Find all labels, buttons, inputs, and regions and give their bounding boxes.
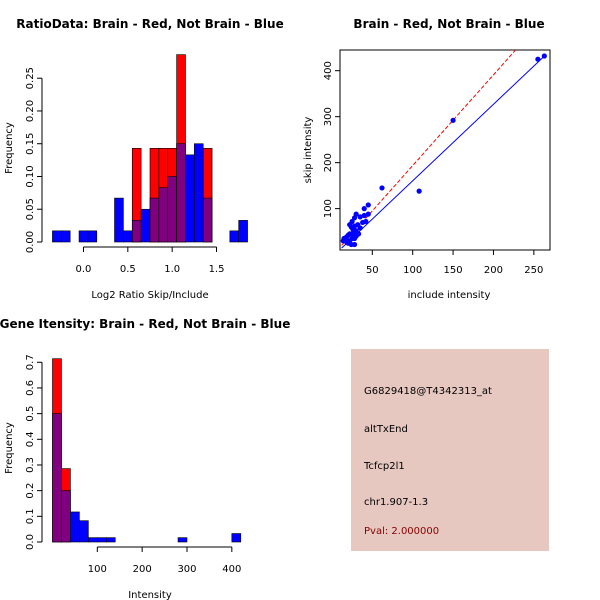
- scatter-point-8: [361, 212, 367, 219]
- scatter-xlabel: include intensity: [408, 290, 491, 301]
- scatter-ylabel: skip intensity: [303, 117, 314, 184]
- ratio-x-tick-label: 0.5: [120, 264, 136, 275]
- ratio-histogram: RatioData: Brain - Red, Not Brain - Blue…: [4, 17, 284, 301]
- scatter-point-32: [351, 241, 358, 248]
- scatter-x-tick-label: 250: [524, 265, 543, 276]
- intensity-y-tick-label: 0.3: [25, 457, 36, 473]
- ratio-bar-notbrain-1: [61, 230, 71, 243]
- ratio-y-tick-label: 0.15: [25, 133, 36, 155]
- scatter-point-3: [416, 188, 422, 194]
- intensity-bar-notbrain-3: [79, 520, 89, 543]
- ratio-x-tick-label: 0.0: [76, 264, 92, 275]
- ratio-bar-overlap-17: [202, 197, 213, 243]
- scatter-y-tick-label: 400: [323, 61, 334, 80]
- scatter-fit-line-red: [341, 50, 517, 246]
- scatter-fit-lines: [341, 50, 544, 249]
- event-type-text: altTxEnd: [364, 424, 408, 435]
- gene-name-text: Tcfcp2l1: [364, 461, 405, 472]
- ratio-title: RatioData: Brain - Red, Not Brain - Blue: [16, 17, 283, 31]
- scatter-x-tick-label: 50: [366, 265, 379, 276]
- scatter-point-35: [340, 238, 346, 244]
- intensity-y-tick-label: 0.1: [25, 508, 36, 524]
- intensity-bar-notbrain-20: [231, 533, 242, 543]
- scatter-point-1: [541, 53, 547, 59]
- scatter-fit-line-blue: [341, 56, 544, 249]
- scatter-point-12: [351, 215, 358, 221]
- ratio-bar-notbrain-21: [238, 220, 248, 243]
- ratio-bar-overlap-13: [167, 176, 177, 243]
- scatter-title: Brain - Red, Not Brain - Blue: [353, 17, 544, 31]
- scatter-point-38: [360, 219, 366, 226]
- location-text: chr1.907-1.3: [364, 497, 429, 508]
- scatter-point-17: [357, 225, 363, 231]
- ratio-x-tick-label: 1.5: [209, 264, 225, 275]
- ratio-x-tick-label: 1.0: [164, 264, 180, 275]
- scatter-x-tick-label: 100: [403, 265, 422, 276]
- ratio-bar-overlap-12: [158, 187, 169, 243]
- ratio-bar-notbrain-10: [140, 208, 151, 243]
- intensity-bar-overlap-0: [52, 413, 62, 543]
- scatter-point-39: [355, 231, 362, 237]
- probe-info-panel: G6829418@T4342313_at altTxEnd Tcfcp2l1 c…: [351, 349, 549, 551]
- ratio-ylabel: Frequency: [4, 122, 15, 174]
- ratio-bar-notbrain-15: [185, 154, 195, 243]
- intensity-xlabel: Intensity: [128, 590, 172, 600]
- ratio-bar-notbrain-4: [87, 230, 98, 243]
- ratio-bar-notbrain-16: [194, 143, 204, 243]
- ratio-y-tick-label: 0.05: [25, 198, 36, 220]
- scatter-point-0: [535, 56, 541, 62]
- intensity-x-tick-label: 300: [177, 564, 196, 575]
- scatter-point-4: [379, 185, 385, 191]
- intensity-x-tick-label: 100: [88, 564, 107, 575]
- ratio-y-tick-label: 0.10: [25, 165, 36, 187]
- scatter-point-5: [365, 202, 371, 208]
- intensity-bar-notbrain-4: [88, 537, 98, 543]
- ratio-y-tick-label: 0.25: [25, 67, 36, 89]
- ratio-bar-notbrain-8: [123, 230, 133, 243]
- intensity-y-tick-label: 0.0: [25, 534, 36, 550]
- intensity-y-tick-label: 0.7: [25, 354, 36, 370]
- pval-text: Pval: 2.000000: [364, 526, 440, 537]
- intensity-y-tick-label: 0.6: [25, 380, 36, 396]
- intensity-x-tick-label: 200: [133, 564, 152, 575]
- scatter-point-37: [348, 224, 354, 230]
- gene-intensity-histogram: Gene Itensity: Brain - Red, Not Brain - …: [0, 317, 290, 600]
- scatter-point-10: [365, 211, 371, 217]
- ratio-y-tick-label: 0.00: [25, 231, 36, 253]
- ratio-y-tick-label: 0.20: [25, 100, 36, 122]
- scatter-y-tick-label: 200: [323, 153, 334, 172]
- scatter-point-6: [361, 206, 367, 212]
- scatter-plot-frame: [339, 49, 551, 251]
- ratio-bar-overlap-14: [176, 143, 186, 243]
- ratio-bar-notbrain-20: [229, 230, 239, 243]
- intensity-x-tick-label: 400: [222, 564, 241, 575]
- ratio-bar-overlap-9: [131, 220, 142, 243]
- ratio-bar-notbrain-7: [114, 197, 124, 243]
- ratio-xlabel: Log2 Ratio Skip/Include: [91, 290, 208, 301]
- intensity-y-tick-label: 0.5: [25, 406, 36, 422]
- scatter-y-tick-label: 300: [323, 107, 334, 126]
- intensity-bar-notbrain-2: [70, 511, 80, 543]
- intensity-y-tick-label: 0.2: [25, 483, 36, 499]
- scatter-x-tick-label: 150: [444, 265, 463, 276]
- scatter-point-7: [357, 214, 363, 220]
- intensity-title: Gene Itensity: Brain - Red, Not Brain - …: [0, 317, 290, 331]
- intensity-bar-notbrain-14: [177, 537, 188, 543]
- ratio-bar-notbrain-3: [78, 230, 89, 243]
- intensity-scatter: Brain - Red, Not Brain - Blue include in…: [303, 17, 551, 301]
- intensity-bar-overlap-1: [61, 490, 71, 543]
- ratio-bar-notbrain-0: [52, 230, 62, 243]
- intensity-y-tick-label: 0.4: [25, 431, 36, 447]
- intensity-bar-notbrain-6: [105, 537, 116, 543]
- scatter-x-tick-label: 200: [484, 265, 503, 276]
- scatter-point-2: [450, 117, 456, 123]
- scatter-y-tick-label: 100: [323, 199, 334, 218]
- ratio-bar-overlap-11: [149, 197, 160, 243]
- intensity-bar-notbrain-5: [97, 537, 107, 543]
- intensity-ylabel: Frequency: [4, 422, 15, 474]
- probe-id-text: G6829418@T4342313_at: [364, 386, 492, 397]
